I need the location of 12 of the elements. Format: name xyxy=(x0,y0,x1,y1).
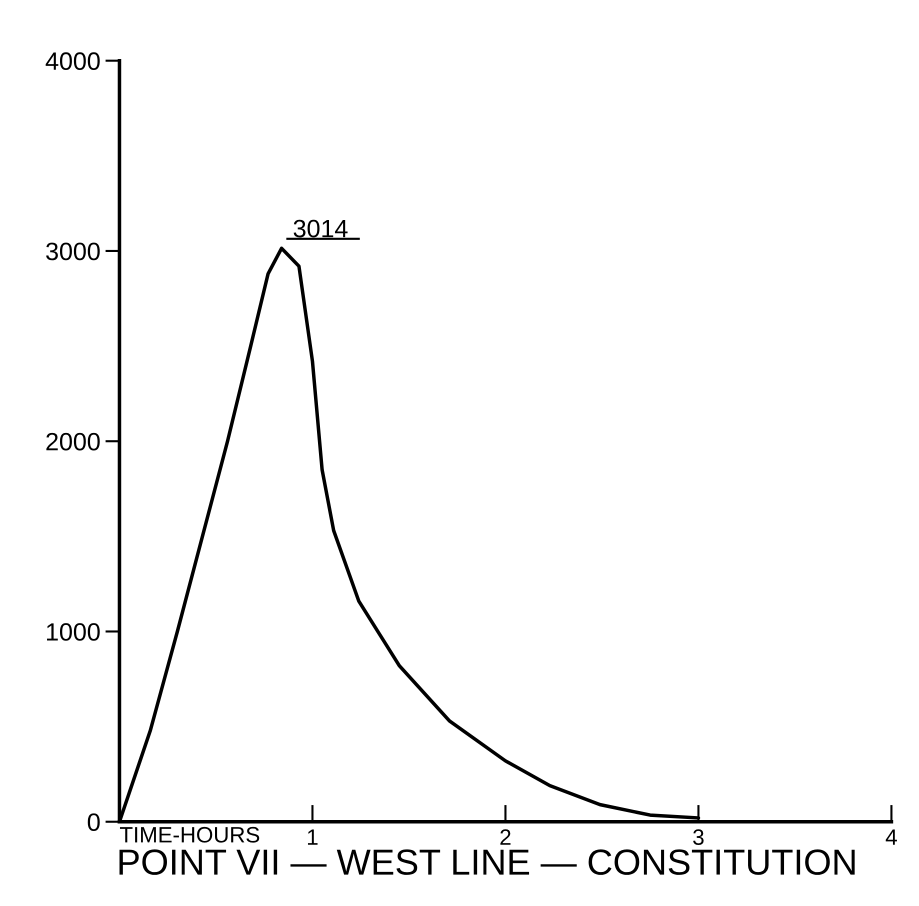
x-tick-label: 2 xyxy=(500,829,511,845)
x-axis-title: TIME-HOURS xyxy=(120,826,260,843)
y-tick-label: 4000 xyxy=(46,52,100,70)
y-tick-label: 0 xyxy=(88,813,100,832)
x-tick-label: 4 xyxy=(886,830,897,845)
text: POINT VII — WEST LINE — CONSTITUTION xyxy=(120,849,855,875)
annotation: 3014 xyxy=(294,220,348,238)
y-tick-label: 1000 xyxy=(47,623,100,641)
x-tick-label: 3 xyxy=(693,829,704,846)
y-tick-label: 3000 xyxy=(46,242,100,260)
y-tick-label: 2000 xyxy=(46,432,100,451)
x-tick-label: 1 xyxy=(308,830,318,845)
